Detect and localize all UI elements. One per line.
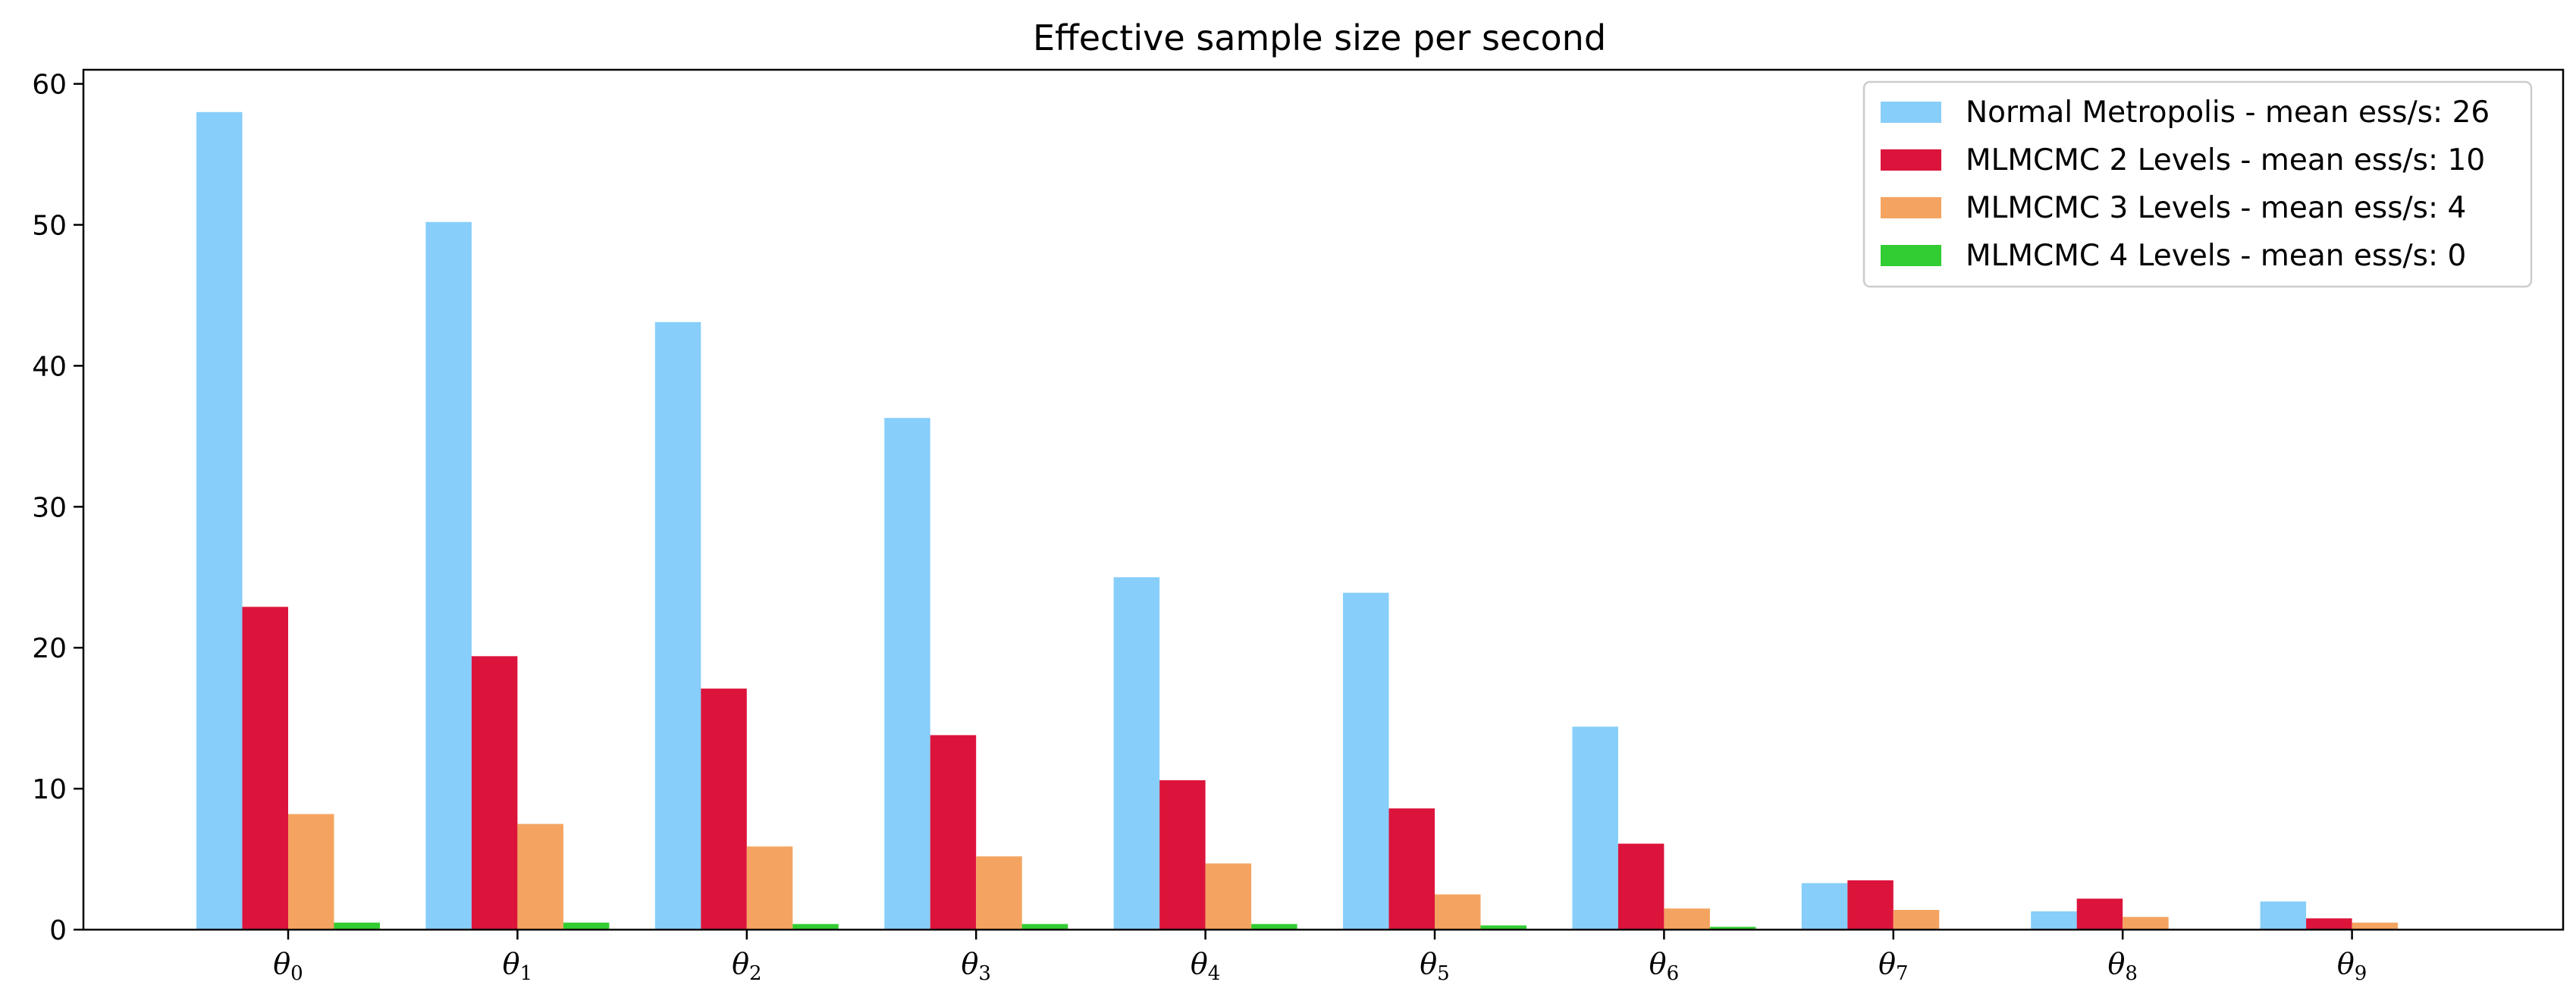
bar-4-1	[563, 922, 610, 930]
bar-3-4	[1205, 863, 1252, 930]
bar-3-2	[746, 846, 793, 930]
bar-4-0	[334, 922, 380, 930]
bar-1-3	[884, 418, 930, 930]
x-tick-label: θ4	[1191, 947, 1220, 985]
x-tick-label: θ6	[1649, 947, 1679, 985]
y-tick-label: 0	[49, 915, 67, 946]
bar-3-7	[1893, 909, 1940, 930]
y-tick-label: 30	[32, 492, 67, 523]
x-tick-label: θ7	[1878, 947, 1908, 985]
x-tick-label: θ1	[503, 947, 532, 985]
bar-3-9	[2352, 922, 2399, 930]
legend-label: MLMCMC 3 Levels - mean ess/s: 4	[1966, 191, 2466, 225]
bar-1-4	[1113, 577, 1160, 930]
x-tick-label: θ8	[2107, 947, 2137, 985]
y-tick-label: 20	[32, 633, 67, 664]
x-tick-label: θ3	[961, 947, 990, 985]
legend-label: MLMCMC 2 Levels - mean ess/s: 10	[1966, 143, 2485, 177]
bar-2-9	[2306, 918, 2352, 930]
y-tick-label: 60	[32, 70, 67, 101]
bar-2-1	[471, 656, 518, 930]
legend-swatch	[1881, 197, 1941, 218]
bar-1-0	[196, 111, 243, 930]
y-tick-label: 10	[32, 774, 67, 805]
legend-swatch	[1881, 149, 1941, 171]
bar-1-6	[1572, 726, 1618, 930]
bar-3-0	[288, 814, 334, 930]
bar-2-0	[242, 607, 288, 930]
bar-4-2	[792, 924, 839, 930]
x-tick-label: θ2	[732, 947, 761, 985]
chart-title: Effective sample size per second	[1033, 17, 1606, 58]
bar-3-5	[1435, 894, 1481, 930]
bar-1-7	[1801, 883, 1848, 930]
bar-2-6	[1617, 843, 1665, 930]
bar-4-5	[1480, 925, 1526, 930]
legend: Normal Metropolis - mean ess/s: 26 MLMCMC…	[1862, 80, 2533, 288]
bar-1-9	[2260, 901, 2307, 930]
bar-2-3	[930, 735, 977, 930]
bar-4-4	[1251, 924, 1297, 930]
bar-2-4	[1159, 780, 1206, 930]
legend-label: MLMCMC 4 Levels - mean ess/s: 0	[1966, 239, 2466, 273]
bar-2-2	[701, 689, 747, 930]
bar-1-8	[2031, 911, 2077, 930]
bar-4-3	[1021, 924, 1068, 930]
legend-box	[1862, 80, 2533, 288]
bar-2-7	[1847, 880, 1894, 930]
y-axis: 0 10 20 30 40 50 60	[32, 70, 83, 946]
bar-3-1	[517, 823, 563, 930]
x-tick-label: θ5	[1420, 947, 1449, 985]
bar-3-6	[1664, 908, 1710, 930]
y-tick-label: 50	[32, 210, 67, 241]
bars-layer	[196, 111, 2399, 930]
bar-1-1	[425, 221, 472, 930]
x-axis: θ0 θ1 θ2 θ3 θ4 θ5 θ6 θ7 θ8 θ9	[273, 930, 2367, 985]
bar-3-3	[976, 856, 1022, 930]
plot-frame	[82, 68, 2565, 931]
bar-1-2	[654, 322, 701, 930]
legend-label: Normal Metropolis - mean ess/s: 26	[1966, 96, 2490, 130]
bar-4-6	[1709, 927, 1756, 930]
legend-swatch	[1881, 102, 1941, 123]
bar-2-5	[1388, 808, 1435, 930]
y-tick-label: 40	[32, 351, 67, 382]
x-tick-label: θ9	[2337, 947, 2367, 985]
bar-3-8	[2123, 917, 2169, 930]
legend-swatch	[1881, 245, 1941, 266]
bar-1-5	[1343, 592, 1389, 930]
bar-2-8	[2076, 899, 2123, 930]
x-tick-label: θ0	[273, 947, 303, 985]
